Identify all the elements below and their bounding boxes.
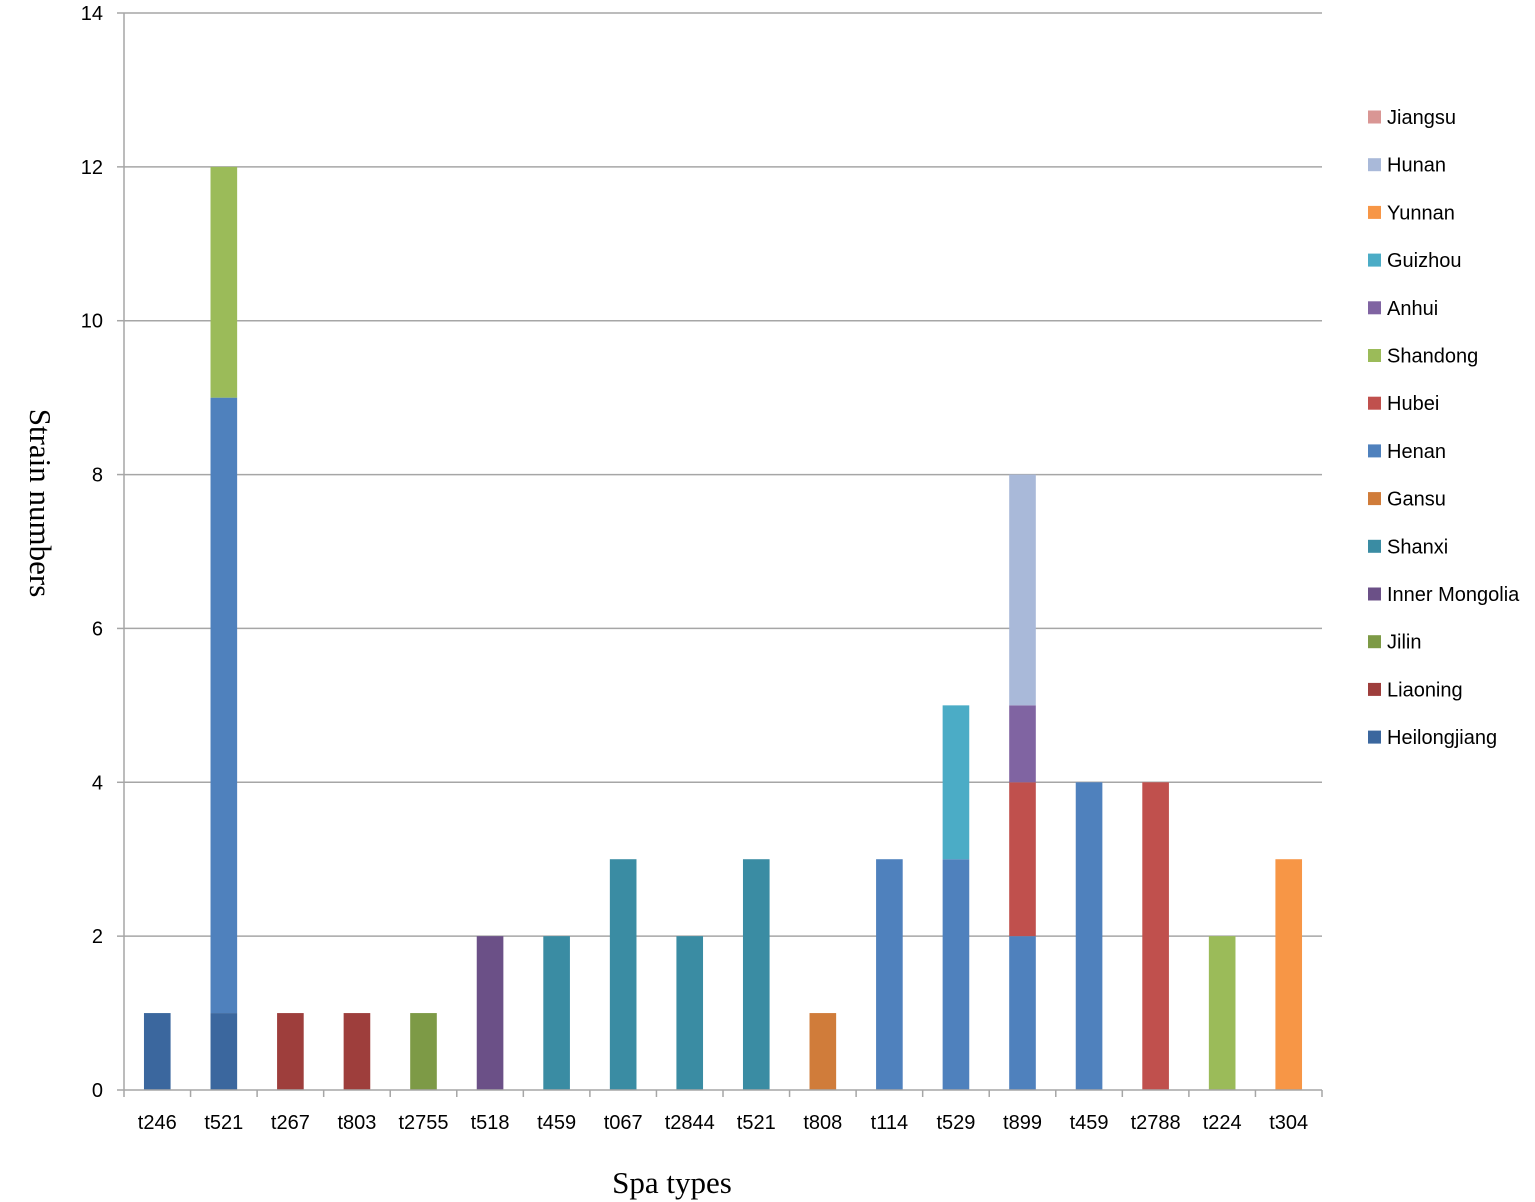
legend-label: Hubei [1387,393,1439,415]
bar-segment [742,859,770,1090]
bar-segment [1075,782,1103,1090]
bar-segment [277,1013,304,1090]
legend-swatch [1368,205,1381,219]
legend-label: Guizhou [1387,250,1462,272]
bar-segment [942,859,970,1090]
bar-segment [876,859,903,1090]
axes [123,13,1323,1097]
x-tick-label: t2844 [665,1112,715,1134]
x-tick-label: t067 [604,1112,643,1134]
x-tick-label: t459 [537,1112,576,1134]
bar-segment [343,1013,371,1090]
legend-label: Anhui [1387,298,1438,320]
bar-segment [1009,705,1036,783]
legend-label: Jilin [1387,632,1421,654]
legend-label: Shanxi [1387,536,1448,558]
bar-segment [210,166,238,398]
bar-segment [809,1013,837,1090]
gridlines [117,12,1322,1091]
legend: Jiangsu Hunan Yunnan Guizhou Anhui Shandong Hu… [1368,107,1520,749]
y-tick-label: 10 [81,311,103,333]
x-tick-label: t803 [337,1112,376,1134]
y-tick-label: 0 [92,1080,103,1102]
bar-segment [1009,936,1036,1090]
bar-segment [1275,859,1303,1090]
bar-segment [942,705,970,860]
legend-swatch [1368,110,1381,124]
x-tick-label: t808 [803,1112,842,1134]
legend-swatch [1368,444,1381,458]
y-tick-label: 14 [81,3,103,25]
bar-segment [1009,474,1036,706]
x-tick-label: t2755 [398,1112,448,1134]
y-tick-label: 6 [92,618,103,640]
bar-segment [210,397,238,1014]
y-axis-title: Strain numbers [23,409,58,598]
legend-label: Heilongjiang [1387,727,1497,749]
bar-segment [1009,782,1036,937]
bar-segment [609,859,637,1090]
legend-swatch [1368,253,1381,267]
x-tick-label: t899 [1003,1112,1042,1134]
bar-segment [1208,936,1236,1090]
bar-segment [543,936,570,1090]
legend-label: Liaoning [1387,679,1463,701]
legend-swatch [1368,492,1381,506]
x-tick-label: t518 [471,1112,510,1134]
x-tick-labels: t246 t521 t267 t803 t2755 t518 t459 t067 t2844 t5… [138,1112,1308,1134]
x-tick-label: t224 [1203,1112,1242,1134]
bar-segment [1142,782,1169,1090]
legend-swatch [1368,682,1381,696]
x-axis-title: Spa types [612,1165,732,1200]
y-tick-label: 8 [92,465,103,487]
legend-swatch [1368,730,1381,744]
legend-label: Yunnan [1387,202,1455,224]
legend-label: Shandong [1387,346,1478,368]
legend-swatch [1368,349,1381,362]
legend-swatch [1368,539,1381,553]
legend-label: Hunan [1387,155,1446,177]
x-tick-label: t114 [871,1112,908,1134]
x-tick-label: t521 [737,1112,776,1134]
y-tick-label: 12 [81,157,103,179]
legend-swatch [1368,635,1381,649]
x-tick-label: t304 [1269,1112,1308,1134]
x-tick-label: t2788 [1131,1112,1181,1134]
bar-segment [143,1013,171,1090]
bar-segment [676,936,704,1090]
legend-label: Henan [1387,441,1446,463]
legend-swatch [1368,301,1381,315]
x-tick-label: t267 [271,1112,310,1134]
bars [143,166,1303,1090]
legend-swatch [1368,396,1381,410]
legend-label: Inner Mongolia [1387,584,1520,606]
x-tick-label: t529 [936,1112,975,1134]
x-tick-label: t246 [138,1112,177,1134]
x-tick-label: t521 [204,1112,243,1134]
legend-swatch [1368,158,1381,172]
legend-swatch [1368,587,1381,601]
bar-segment [476,936,504,1090]
legend-label: Jiangsu [1387,107,1456,129]
x-tick-label: t459 [1070,1112,1109,1134]
bar-segment [410,1013,437,1090]
bar-segment [210,1013,238,1090]
legend-label: Gansu [1387,489,1446,511]
y-tick-labels: 0 2 4 6 8 10 12 14 [81,3,103,1102]
y-tick-label: 2 [92,926,103,948]
y-tick-label: 4 [92,772,103,794]
